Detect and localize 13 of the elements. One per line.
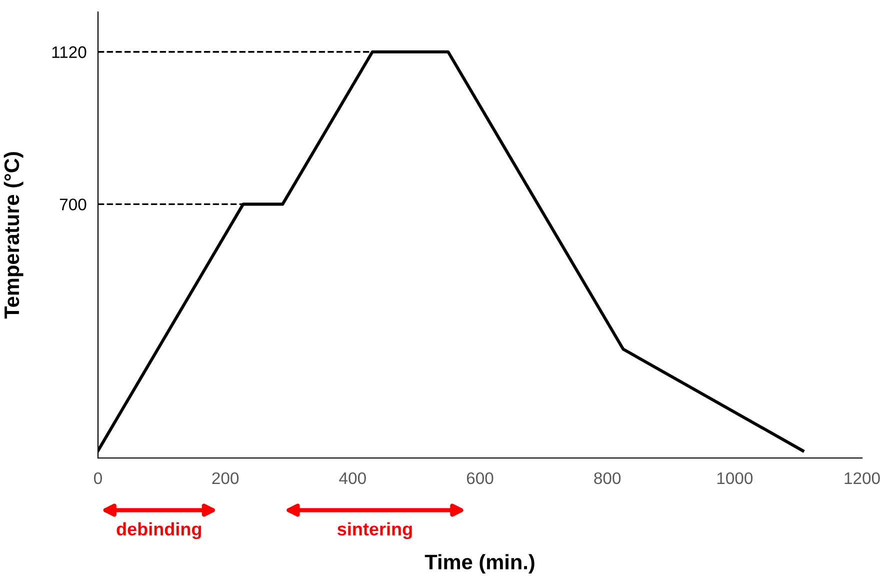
text: debinding xyxy=(116,522,202,540)
x-tick-label: 200 xyxy=(212,472,239,484)
y-axis-title: Temperature (°C) xyxy=(4,152,24,319)
y-tick-label: 700 xyxy=(60,198,86,210)
x-tick-label: 800 xyxy=(594,472,621,484)
x-axis-title: Time (min.) xyxy=(424,554,534,574)
y-tick-label: 1120 xyxy=(52,46,86,58)
x-tick-label: 600 xyxy=(466,472,494,484)
x-tick-label: 0 xyxy=(94,472,102,484)
text: sintering xyxy=(337,522,412,540)
x-tick-label: 1000 xyxy=(717,472,753,484)
x-tick-label: 400 xyxy=(339,472,366,484)
x-tick-label: 1200 xyxy=(844,472,880,484)
